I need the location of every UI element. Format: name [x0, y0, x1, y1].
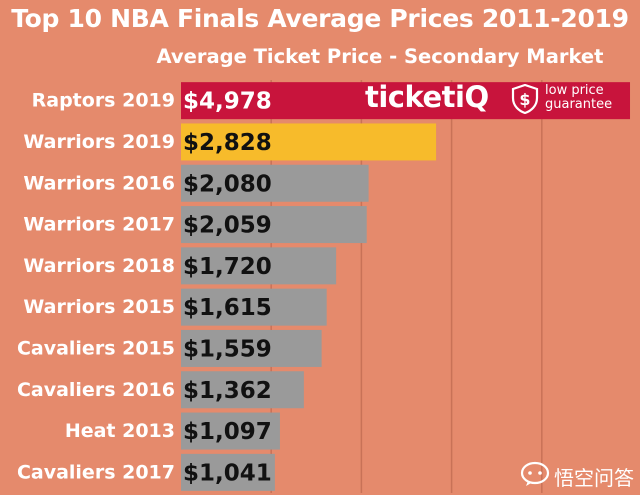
category-label-7: Cavaliers 2016 [17, 379, 175, 401]
logo-tagline: low price guarantee [545, 84, 612, 112]
bar-7 [181, 371, 304, 409]
category-label-8: Heat 2013 [65, 420, 175, 442]
value-label-4: $1,720 [183, 254, 272, 280]
category-label-4: Warriors 2018 [23, 255, 175, 277]
category-label-9: Cavaliers 2017 [17, 461, 175, 483]
chart-subtitle: Average Ticket Price - Secondary Market [156, 45, 604, 68]
value-label-8: $1,097 [183, 419, 272, 445]
value-label-3: $2,059 [183, 213, 272, 239]
bar-8 [181, 412, 280, 450]
chat-bubble-icon [520, 461, 550, 486]
category-label-3: Warriors 2017 [23, 214, 175, 236]
logo-tagline-line2: guarantee [545, 97, 613, 112]
bar-0 [181, 82, 631, 120]
category-label-6: Cavaliers 2015 [17, 337, 175, 359]
value-label-7: $1,362 [183, 378, 272, 404]
category-label-2: Warriors 2016 [23, 172, 175, 194]
bar-2 [181, 164, 369, 202]
svg-text:$: $ [519, 90, 530, 109]
logo-wordmark: ticketiQ [365, 80, 489, 114]
value-label-9: $1,041 [183, 460, 272, 486]
logo-tagline-line1: low price [545, 83, 604, 98]
ticketiq-logo: ticketiQ $ low price guarantee [363, 80, 627, 117]
watermark-text: 悟空问答 [554, 466, 634, 490]
logo-word-ticket: ticket [365, 80, 456, 114]
value-label-0: $4,978 [183, 89, 272, 115]
bar-4 [181, 247, 337, 285]
bar-1 [181, 123, 437, 161]
category-label-0: Raptors 2019 [32, 90, 175, 112]
bar-9 [181, 453, 275, 491]
category-label-1: Warriors 2019 [23, 131, 175, 153]
value-label-2: $2,080 [183, 171, 272, 197]
watermark: 悟空问答 [520, 459, 638, 491]
bar-6 [181, 329, 322, 367]
bar-3 [181, 206, 367, 244]
value-labels: $4,978 $2,828 $2,080 $2,059 $1,720 $1,615 $1,5… [183, 89, 272, 487]
chart-title: Top 10 NBA Finals Average Prices 2011-20… [11, 4, 629, 33]
bars [181, 82, 631, 491]
logo-word-iq: iQ [455, 80, 489, 114]
dollar-shield-icon: $ [511, 84, 539, 114]
value-label-6: $1,559 [183, 336, 272, 362]
value-label-1: $2,828 [183, 130, 272, 156]
value-label-5: $1,615 [183, 295, 272, 321]
category-label-5: Warriors 2015 [23, 296, 175, 318]
category-labels: Raptors 2019 Warriors 2019 Warriors 2016 Wa… [17, 90, 175, 484]
bar-5 [181, 288, 327, 326]
